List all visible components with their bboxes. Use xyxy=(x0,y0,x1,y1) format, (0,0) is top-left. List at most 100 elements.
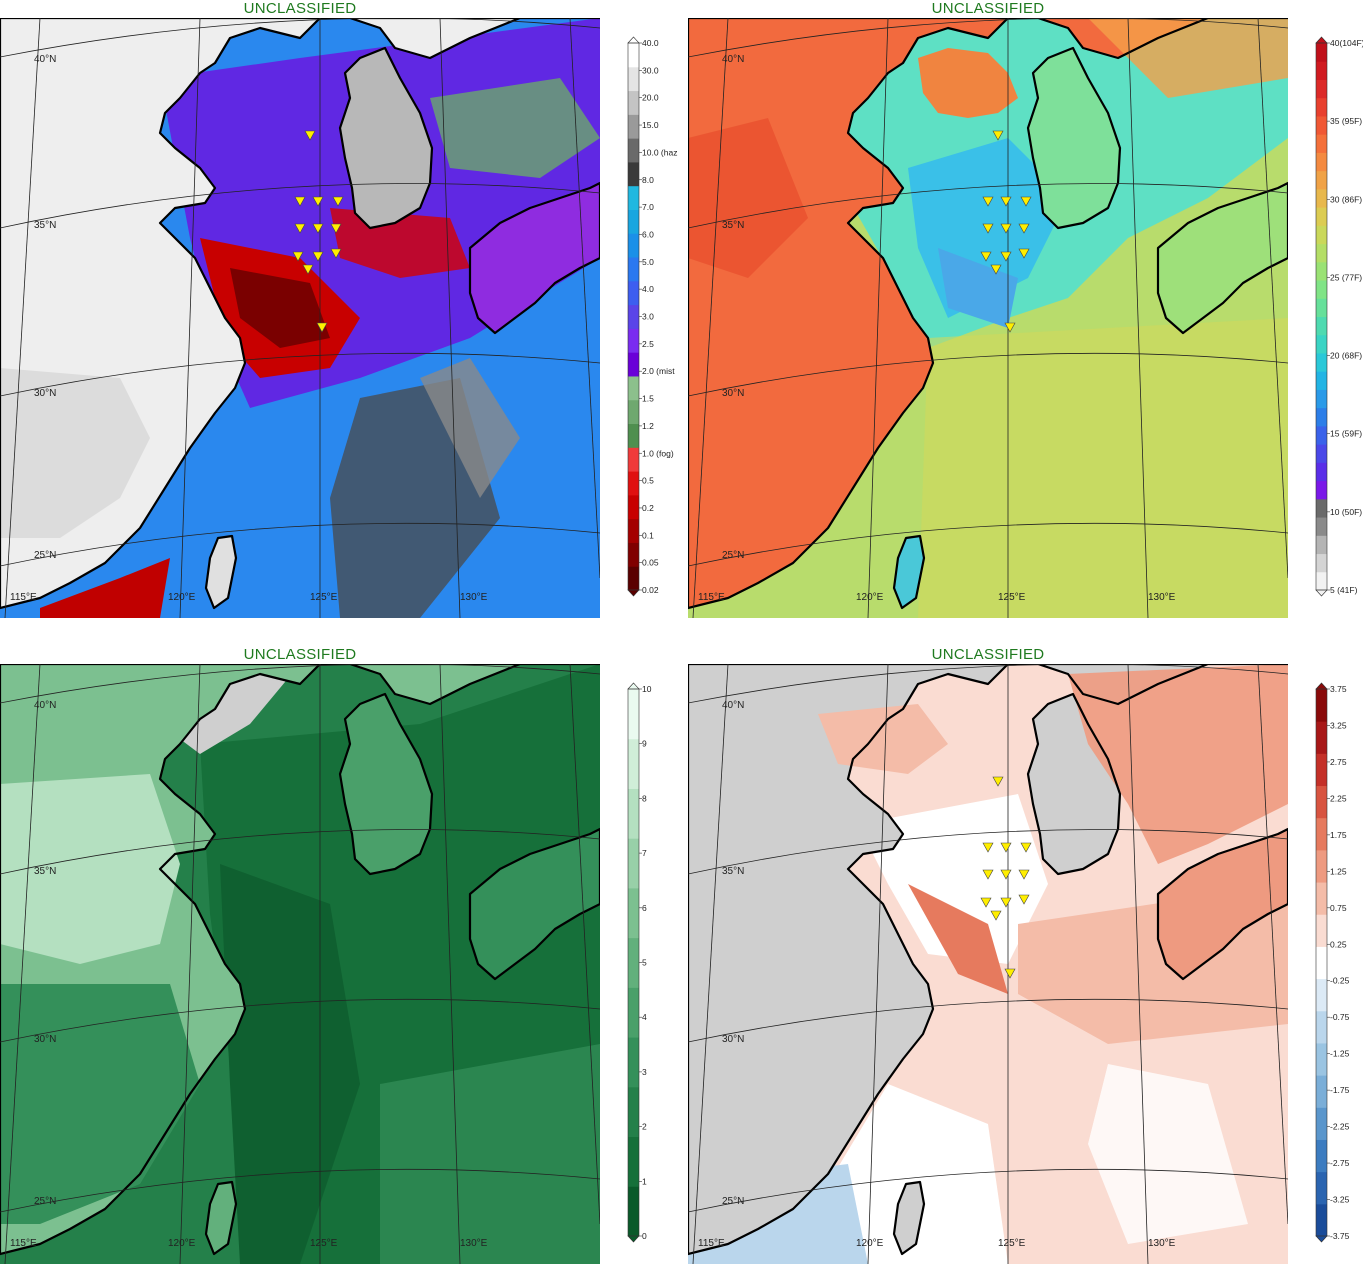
colorbar-tick-label: 1 xyxy=(642,1176,647,1186)
inverted-triangle-icon xyxy=(980,251,992,262)
inverted-triangle-icon xyxy=(1000,842,1012,853)
colorbar-swatch xyxy=(628,987,639,1038)
coastline xyxy=(0,664,600,1256)
colorbar-tick-label: 0.25 xyxy=(1330,939,1347,949)
lat-label: 35°N xyxy=(722,220,744,231)
colorbar-swatch xyxy=(628,1186,639,1237)
colorbar-swatch xyxy=(1316,188,1327,208)
colorbar-swatch xyxy=(628,375,639,401)
panel-temperature: UNCLASSIFIED 40°N 35°N 30°N 25°N 115°E 120°E 1… xyxy=(688,0,1363,640)
colorbar-swatch xyxy=(628,423,639,448)
colorbar-swatch xyxy=(1316,462,1327,482)
colorbar-swatch xyxy=(628,689,639,740)
colorbar-swatch xyxy=(1316,882,1327,915)
lon-label: 130°E xyxy=(1148,592,1176,603)
inverted-triangle-icon xyxy=(1004,322,1016,333)
inverted-triangle-icon xyxy=(1020,842,1032,853)
inverted-triangle-icon xyxy=(1000,897,1012,908)
inverted-triangle-icon xyxy=(1018,869,1030,880)
colorbar-tick-label: 4.0 xyxy=(642,284,654,294)
colorbar-tick-label: 8 xyxy=(642,793,647,803)
colorbar-tick-label: 30.0 xyxy=(642,65,659,75)
colorbar-swatch xyxy=(628,838,639,889)
colorbar-swatch xyxy=(628,738,639,789)
colorbar-swatch xyxy=(1316,571,1327,591)
lat-label: 40°N xyxy=(34,700,56,711)
colorbar-swatch xyxy=(1316,1171,1327,1205)
colorbar-swatch xyxy=(1316,498,1327,518)
colorbar-tick-label: 30 (86F) xyxy=(1330,194,1362,204)
graticule xyxy=(0,664,600,1264)
colorbar-tick-label: 10.0 (haz xyxy=(642,147,677,157)
panel-title: UNCLASSIFIED xyxy=(931,646,1045,663)
inverted-triangle-icon xyxy=(294,223,306,234)
colorbar-swatch xyxy=(628,280,639,306)
lat-label: 40°N xyxy=(722,700,744,711)
colorbar-tick-label: 1.75 xyxy=(1330,830,1347,840)
panel-title: UNCLASSIFIED xyxy=(931,0,1045,17)
colorbar-tick-label: 8.0 xyxy=(642,175,654,185)
colorbar-swatch xyxy=(628,542,639,567)
colorbar-tick-label: 5 xyxy=(642,958,647,968)
inverted-triangle-icon xyxy=(312,223,324,234)
colorbar-swatch xyxy=(628,1086,639,1138)
colorbar-swatch xyxy=(1316,1203,1327,1237)
colorbar-tick-label: 3.75 xyxy=(1330,684,1347,694)
colorbar-swatch xyxy=(1316,425,1327,445)
station-markers xyxy=(292,130,344,333)
inverted-triangle-icon xyxy=(1000,223,1012,234)
colorbar-swatch xyxy=(1316,978,1327,1012)
colorbar-swatch xyxy=(628,161,639,187)
colorbar-visibility: 0.02 0.05 0.1 0.2 0.5 1.0 (fog) 1.2 1.5 2.0 (mis… xyxy=(627,36,677,597)
colorbar-swatch xyxy=(1316,389,1327,409)
colorbar-tick-label: 15.0 xyxy=(642,120,659,130)
map-green-field: 40°N 35°N 30°N 25°N 115°E 120°E 125°E 130°E xyxy=(0,664,600,1264)
colorbar-swatch xyxy=(1316,225,1327,245)
colorbar-tick-label: -1.25 xyxy=(1330,1049,1350,1059)
colorbar-tick-label: 25 (77F) xyxy=(1330,272,1362,282)
colorbar-temperature: 5 (41F) 10 (50F) 15 (59F) 20 (68F) 25 (77F) 3… xyxy=(1315,36,1363,597)
colorbar-swatch xyxy=(628,114,639,139)
colorbar-swatch xyxy=(1316,280,1327,299)
colorbar-swatch xyxy=(1316,79,1327,99)
colorbar-tick-label: 0 xyxy=(642,1231,647,1241)
inverted-triangle-icon xyxy=(980,897,992,908)
inverted-triangle-icon xyxy=(330,223,342,234)
inverted-triangle-icon xyxy=(302,264,314,275)
panel-green-field: UNCLASSIFIED 40°N 35°N 30°N 25°N 115°E 120°E 1… xyxy=(0,646,681,1286)
lat-label: 25°N xyxy=(34,550,56,561)
lon-label: 125°E xyxy=(310,592,338,603)
colorbar-tick-label: 0.2 xyxy=(642,503,654,513)
colorbar-swatch xyxy=(1316,371,1327,390)
colorbar-swatch xyxy=(628,566,639,591)
panel-title: UNCLASSIFIED xyxy=(243,646,357,663)
colorbar-tick-label: 3 xyxy=(642,1067,647,1077)
colorbar-swatch xyxy=(628,257,639,282)
inverted-triangle-icon xyxy=(1018,894,1030,905)
colorbar-swatch xyxy=(1316,689,1327,722)
colorbar-tick-label: 3.25 xyxy=(1330,720,1347,730)
colorbar-swatch xyxy=(1316,1010,1327,1044)
colorbar-tick-label: 10 (50F) xyxy=(1330,507,1362,517)
colorbar-swatch xyxy=(628,304,639,329)
colorbar-tick-label: 0.1 xyxy=(642,530,654,540)
lon-label: 130°E xyxy=(1148,1238,1176,1249)
colorbar-swatch xyxy=(1316,352,1327,372)
colorbar-swatch xyxy=(628,352,639,377)
colorbar-swatch xyxy=(1316,61,1327,80)
colorbar-swatch xyxy=(628,209,639,234)
colorbar-tick-label: 2 xyxy=(642,1122,647,1132)
colorbar-tick-label: 40.0 xyxy=(642,38,659,48)
coastline xyxy=(0,18,600,610)
colorbar-tick-label: 6.0 xyxy=(642,229,654,239)
colorbar-tick-label: 20.0 xyxy=(642,93,659,103)
colorbar-swatch xyxy=(1316,785,1327,819)
inverted-triangle-icon xyxy=(1020,196,1032,207)
colorbar-swatch xyxy=(1316,553,1327,573)
inverted-triangle-icon xyxy=(304,130,316,141)
colorbar-tick-label: 20 (68F) xyxy=(1330,351,1362,361)
colorbar-swatch xyxy=(628,471,639,496)
inverted-triangle-icon xyxy=(982,869,994,880)
inverted-triangle-icon xyxy=(982,223,994,234)
inverted-triangle-icon xyxy=(312,196,324,207)
